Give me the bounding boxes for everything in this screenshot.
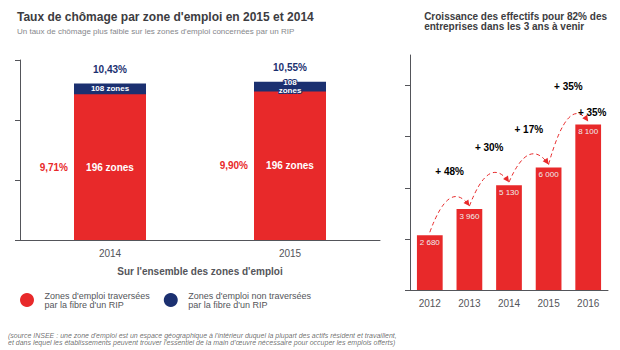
svg-text:3 960: 3 960 [459, 212, 480, 221]
svg-text:Sur l'ensemble des zones d'emp: Sur l'ensemble des zones d'emploi [117, 266, 283, 277]
svg-text:108: 108 [283, 78, 297, 88]
svg-text:Croissance des effectifs pour: Croissance des effectifs pour 82% des [424, 10, 607, 22]
svg-text:2014: 2014 [99, 248, 122, 259]
svg-text:5 130: 5 130 [499, 188, 520, 197]
svg-text:2014: 2014 [498, 298, 521, 309]
svg-text:+ 35%: + 35% [578, 107, 607, 118]
svg-text:par la fibre d'un RIP: par la fibre d'un RIP [188, 300, 267, 310]
svg-text:(source INSEE : une zone d'emp: (source INSEE : une zone d'emploi est un… [8, 332, 397, 339]
svg-text:+ 30%: + 30% [475, 142, 504, 153]
svg-text:2012: 2012 [419, 298, 442, 309]
svg-text:196 zones: 196 zones [266, 160, 314, 171]
svg-text:6 000: 6 000 [539, 170, 560, 179]
svg-text:Un taux de chômage plus faible: Un taux de chômage plus faible sur les z… [17, 27, 294, 36]
svg-text:Zones d'emploi traversées: Zones d'emploi traversées [44, 290, 150, 301]
svg-text:10,55%: 10,55% [273, 62, 307, 73]
svg-text:2015: 2015 [537, 298, 560, 309]
svg-text:2 680: 2 680 [420, 238, 441, 247]
svg-text:108 zones: 108 zones [91, 84, 130, 93]
svg-text:9,71%: 9,71% [40, 162, 68, 173]
svg-text:10,43%: 10,43% [93, 64, 127, 75]
svg-text:+ 48%: + 48% [435, 166, 464, 177]
svg-text:196 zones: 196 zones [86, 162, 134, 173]
svg-text:2013: 2013 [458, 298, 481, 309]
svg-text:zones: zones [279, 86, 302, 95]
svg-text:Taux de chômage par zone d'emp: Taux de chômage par zone d'emploi en 201… [17, 10, 314, 24]
svg-text:8 100: 8 100 [578, 127, 599, 136]
svg-text:+ 35%: + 35% [554, 81, 583, 92]
svg-text:entreprises dans les 3 ans à v: entreprises dans les 3 ans à venir [424, 21, 584, 32]
svg-text:9,90%: 9,90% [220, 160, 248, 171]
svg-text:2015: 2015 [279, 248, 302, 259]
svg-text:2016: 2016 [577, 298, 600, 309]
svg-text:+ 17%: + 17% [514, 124, 543, 135]
svg-text:par la fibre d'un RIP: par la fibre d'un RIP [45, 300, 124, 310]
svg-text:Zones d'emploi non traversées: Zones d'emploi non traversées [188, 290, 312, 301]
svg-text:et dans lequel les établisseme: et dans lequel les établissements peuven… [8, 339, 395, 347]
